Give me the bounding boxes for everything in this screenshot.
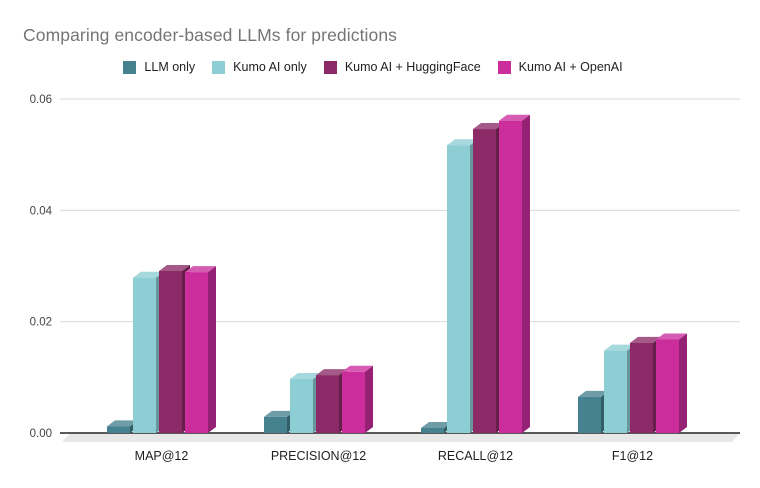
- bar-top-face: [630, 336, 661, 343]
- legend: LLM only Kumo AI only Kumo AI + HuggingFac…: [0, 61, 746, 74]
- bar-top-face: [421, 421, 452, 428]
- y-axis-tick-label: 0.04: [30, 205, 53, 217]
- bar-front-face: [630, 342, 653, 433]
- bar-top-face: [290, 373, 321, 380]
- bar-top-face: [499, 114, 530, 121]
- bar-front-face: [656, 339, 679, 433]
- x-axis-category-label: PRECISION@12: [271, 449, 366, 463]
- bar-front-face: [499, 120, 522, 434]
- bar-front-face: [604, 350, 627, 433]
- chart-title: Comparing encoder-based LLMs for predict…: [23, 25, 398, 45]
- bar-front-face: [316, 375, 339, 433]
- legend-item-llm-only: LLM only: [123, 61, 195, 74]
- x-axis-category-label: MAP@12: [135, 449, 189, 463]
- y-axis-tick-label: 0.00: [30, 428, 52, 440]
- bar-side-face: [365, 365, 373, 433]
- bar-map-12-kumo-ai-openai: [185, 266, 216, 433]
- bar-front-face: [447, 145, 470, 433]
- bar-side-face: [679, 333, 687, 433]
- chart-floor: [62, 433, 740, 442]
- legend-label: Kumo AI only: [233, 60, 307, 74]
- legend-color-swatch: [497, 61, 511, 74]
- bar-top-face: [656, 333, 687, 340]
- legend-label: LLM only: [144, 60, 196, 74]
- y-axis-tick-label: 0.02: [30, 317, 52, 329]
- bar-front-face: [290, 379, 313, 433]
- bar-side-face: [522, 114, 530, 434]
- legend-color-swatch: [323, 61, 337, 74]
- bar-precision-12-kumo-ai-openai: [342, 365, 373, 433]
- bar-recall-12-kumo-ai-openai: [499, 114, 530, 434]
- bar-top-face: [185, 266, 216, 273]
- bar-front-face: [107, 426, 130, 433]
- bar-top-face: [107, 420, 138, 427]
- legend-item-kumo-ai-huggingface: Kumo AI + HuggingFace: [323, 60, 481, 74]
- bar-top-face: [447, 139, 478, 146]
- bar-f1-12-kumo-ai-openai: [656, 333, 687, 433]
- bar-top-face: [159, 265, 190, 272]
- y-axis-tick-label: 0.06: [30, 94, 52, 106]
- bar-top-face: [578, 390, 609, 397]
- x-axis-category-label: RECALL@12: [438, 449, 513, 463]
- bar-top-face: [316, 369, 347, 376]
- bar-front-face: [133, 277, 156, 433]
- bar-front-face: [264, 416, 287, 433]
- legend-item-kumo-ai-only: Kumo AI only: [212, 61, 307, 74]
- bar-top-face: [604, 344, 635, 351]
- bar-front-face: [159, 271, 182, 433]
- bar-front-face: [185, 272, 208, 433]
- bar-front-face: [473, 129, 496, 433]
- bar-front-face: [578, 396, 601, 433]
- legend-item-kumo-ai-openai: Kumo AI + OpenAI: [497, 60, 623, 74]
- legend-color-swatch: [123, 61, 137, 74]
- bar-side-face: [208, 266, 216, 433]
- bar-top-face: [342, 365, 373, 372]
- bar-top-face: [133, 271, 164, 278]
- legend-color-swatch: [212, 61, 226, 74]
- x-axis-category-label: F1@12: [612, 449, 653, 463]
- legend-label: Kumo AI + OpenAI: [518, 60, 623, 74]
- bar-front-face: [342, 371, 365, 433]
- legend-label: Kumo AI + HuggingFace: [344, 60, 481, 74]
- bar-top-face: [473, 123, 504, 130]
- bar-top-face: [264, 410, 295, 417]
- bar-front-face: [421, 427, 444, 433]
